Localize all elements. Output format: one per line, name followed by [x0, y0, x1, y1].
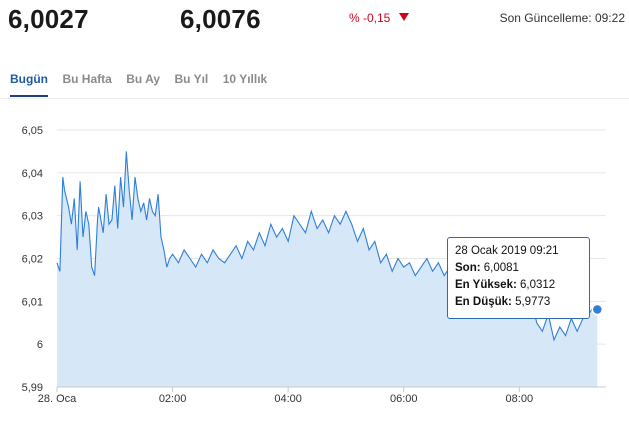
- y-tick-label: 6,03: [22, 211, 43, 223]
- tooltip-last: Son: 6,0081: [455, 260, 582, 277]
- y-tick-label: 6: [37, 339, 43, 351]
- sell-price: 6,0076: [180, 4, 261, 34]
- tab-this-week[interactable]: Bu Hafta: [62, 72, 112, 86]
- tooltip-high-label: En Yüksek:: [455, 279, 517, 291]
- tooltip-low-label: En Düşük:: [455, 296, 512, 308]
- chart-tooltip: 28 Ocak 2019 09:21 Son: 6,0081 En Yüksek…: [447, 237, 590, 319]
- buy-price: 6,0027: [8, 4, 89, 34]
- y-tick-label: 5,99: [22, 382, 43, 394]
- last-update: Son Güncelleme: 09:22: [499, 11, 625, 25]
- tooltip-last-label: Son:: [455, 262, 481, 274]
- change-percent: % -0,15: [349, 11, 391, 25]
- period-tabs: Bugün Bu Hafta Bu Ay Bu Yıl 10 Yıllık: [10, 70, 277, 100]
- x-tick-label: 06:00: [390, 393, 418, 405]
- tooltip-high-value: 6,0312: [520, 279, 556, 291]
- tab-today[interactable]: Bugün: [10, 72, 48, 97]
- highlight-point: [591, 303, 604, 316]
- x-tick-label: 28. Oca: [38, 393, 77, 405]
- y-tick-label: 6,01: [22, 296, 43, 308]
- tooltip-last-value: 6,0081: [483, 262, 519, 274]
- tab-this-month[interactable]: Bu Ay: [126, 72, 161, 86]
- tooltip-low-value: 5,9773: [515, 296, 551, 308]
- tab-this-year[interactable]: Bu Yıl: [174, 72, 209, 86]
- y-tick-label: 6,05: [22, 125, 43, 137]
- y-tick-label: 6,02: [22, 254, 43, 266]
- tabs-divider: [0, 98, 629, 99]
- tooltip-high: En Yüksek: 6,0312: [455, 277, 582, 294]
- tooltip-low: En Düşük: 5,9773: [455, 294, 582, 311]
- x-tick-label: 08:00: [506, 393, 534, 405]
- quote-header: 6,0027 6,0076 % -0,15 Son Güncelleme: 09…: [0, 0, 629, 40]
- series-area: [57, 151, 598, 387]
- price-chart[interactable]: 5,99 6 6,01 6,02 6,03 6,04 6,05 28. Oca 02:00 04:…: [0, 108, 629, 408]
- x-tick-label: 04:00: [274, 393, 302, 405]
- y-tick-label: 6,04: [22, 168, 43, 180]
- x-tick-label: 02:00: [159, 393, 187, 405]
- tooltip-date: 28 Ocak 2019 09:21: [455, 245, 559, 257]
- tab-ten-year[interactable]: 10 Yıllık: [222, 72, 268, 86]
- down-triangle-icon: [399, 13, 409, 21]
